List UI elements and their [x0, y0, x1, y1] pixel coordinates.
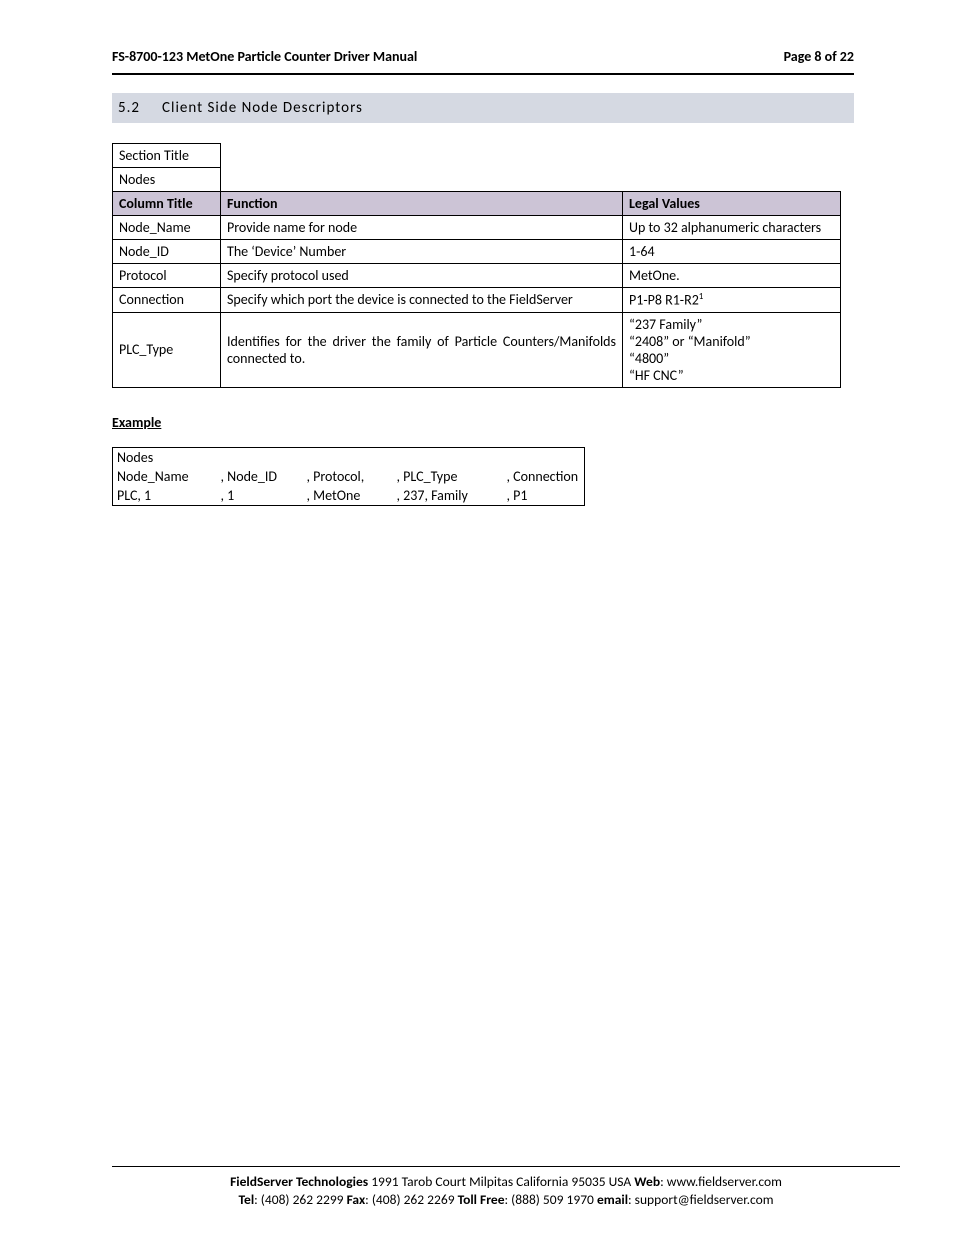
example-cell: , PLC_Type	[393, 467, 503, 486]
param-name: Node_ID	[113, 240, 221, 264]
table-row: Node_Name , Node_ID , Protocol, , PLC_Ty…	[113, 467, 585, 486]
table-header-row: Column Title Function Legal Values	[113, 192, 841, 216]
doc-title: FS-8700-123 MetOne Particle Counter Driv…	[112, 48, 417, 65]
footer-line-1: FieldServer Technologies 1991 Tarob Cour…	[112, 1173, 900, 1191]
example-table: Nodes Node_Name , Node_ID , Protocol, , …	[112, 447, 585, 506]
legal-values-header: Legal Values	[623, 192, 841, 216]
example-cell: , MetOne	[303, 486, 393, 506]
table-row: Section Title	[113, 144, 841, 168]
table-row: PLC, 1 , 1 , MetOne , 237, Family , P1	[113, 486, 585, 506]
example-cell: , 237, Family	[393, 486, 503, 506]
example-cell	[217, 447, 303, 467]
empty-cell	[623, 168, 841, 192]
column-title-header: Column Title	[113, 192, 221, 216]
example-cell: , Protocol,	[303, 467, 393, 486]
example-cell: , Node_ID	[217, 467, 303, 486]
section-number: 5.2	[118, 99, 162, 117]
example-cell	[503, 447, 585, 467]
param-func: Identifies for the driver the family of …	[221, 312, 623, 387]
param-func: The ‘Device’ Number	[221, 240, 623, 264]
table-row: Node_Name Provide name for node Up to 32…	[113, 216, 841, 240]
param-func: Specify protocol used	[221, 264, 623, 288]
table-row: Protocol Specify protocol used MetOne.	[113, 264, 841, 288]
function-header: Function	[221, 192, 623, 216]
param-func: Provide name for node	[221, 216, 623, 240]
empty-cell	[221, 144, 623, 168]
table-row: PLC_Type Identifies for the driver the f…	[113, 312, 841, 387]
param-name: PLC_Type	[113, 312, 221, 387]
nodes-cell: Nodes	[113, 168, 221, 192]
section-title-cell: Section Title	[113, 144, 221, 168]
example-cell	[303, 447, 393, 467]
document-page: FS-8700-123 MetOne Particle Counter Driv…	[0, 0, 954, 1235]
section-title: Client Side Node Descriptors	[162, 99, 363, 117]
example-cell: , Connection	[503, 467, 585, 486]
example-cell: Node_Name	[113, 467, 217, 486]
page-number: Page 8 of 22	[784, 48, 854, 65]
descriptors-table: Section Title Nodes Column Title Functio…	[112, 143, 841, 388]
table-row: Node_ID The ‘Device’ Number 1-64	[113, 240, 841, 264]
example-label: Example	[112, 414, 854, 431]
param-legal: Up to 32 alphanumeric characters	[623, 216, 841, 240]
param-name: Protocol	[113, 264, 221, 288]
param-name: Connection	[113, 288, 221, 313]
footer-divider	[112, 1166, 900, 1167]
example-cell: , P1	[503, 486, 585, 506]
param-legal: “237 Family” “2408” or “Manifold” “4800”…	[623, 312, 841, 387]
empty-cell	[623, 144, 841, 168]
table-row: Connection Specify which port the device…	[113, 288, 841, 313]
empty-cell	[221, 168, 623, 192]
param-legal: P1-P8 R1-R21	[623, 288, 841, 313]
header-divider	[112, 73, 854, 75]
param-legal: 1-64	[623, 240, 841, 264]
footer-line-2: Tel: (408) 262 2299 Fax: (408) 262 2269 …	[112, 1191, 900, 1209]
table-row: Nodes	[113, 168, 841, 192]
example-cell: , 1	[217, 486, 303, 506]
example-cell: PLC, 1	[113, 486, 217, 506]
example-cell	[393, 447, 503, 467]
example-cell: Nodes	[113, 447, 217, 467]
section-heading: 5.2Client Side Node Descriptors	[112, 93, 854, 123]
page-footer: FieldServer Technologies 1991 Tarob Cour…	[112, 1166, 900, 1209]
param-func: Specify which port the device is connect…	[221, 288, 623, 313]
table-row: Nodes	[113, 447, 585, 467]
param-name: Node_Name	[113, 216, 221, 240]
param-legal: MetOne.	[623, 264, 841, 288]
page-header: FS-8700-123 MetOne Particle Counter Driv…	[112, 48, 854, 69]
